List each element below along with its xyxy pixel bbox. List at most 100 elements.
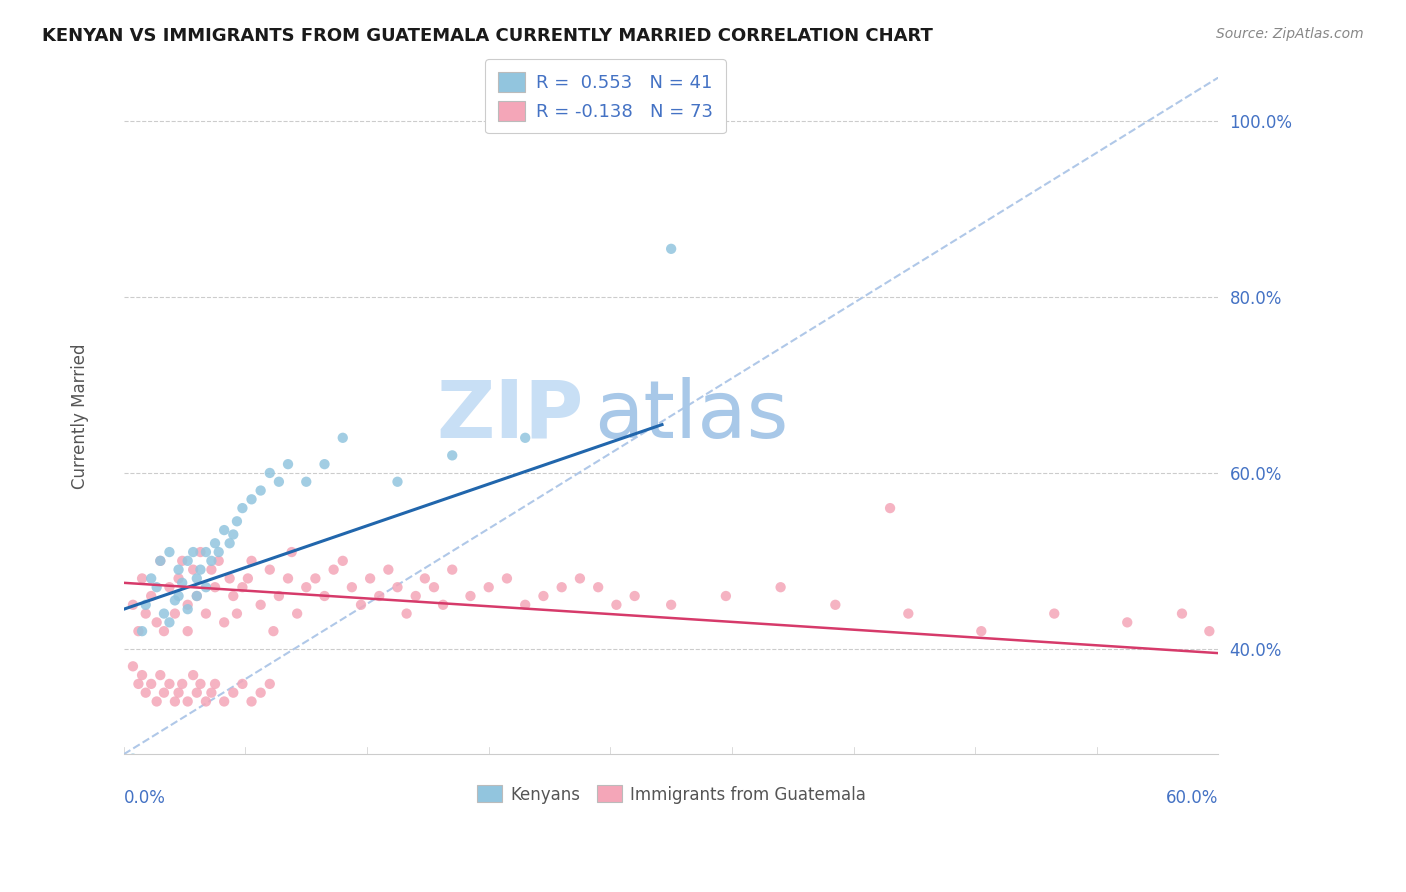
Point [350, 598, 373, 612]
Point [280, 545, 302, 559]
Point [267, 589, 290, 603]
Point [141, 677, 163, 691]
Point [172, 575, 194, 590]
Point [659, 598, 682, 612]
Point [259, 677, 281, 691]
Point [231, 677, 253, 691]
Point [135, 607, 157, 621]
Point [190, 677, 212, 691]
Point [897, 607, 920, 621]
Point [285, 607, 308, 621]
Point [159, 580, 181, 594]
Point [515, 431, 537, 445]
Point [163, 694, 186, 708]
Point [249, 686, 271, 700]
Point [432, 598, 454, 612]
Point [141, 571, 163, 585]
Point [145, 615, 167, 630]
Point [200, 554, 222, 568]
Point [167, 571, 190, 585]
Point [149, 668, 172, 682]
Point [208, 554, 231, 568]
Point [659, 242, 682, 256]
Point [605, 598, 627, 612]
Point [122, 659, 145, 673]
Point [131, 668, 153, 682]
Point [236, 571, 259, 585]
Point [359, 571, 381, 585]
Point [149, 554, 172, 568]
Point [550, 580, 572, 594]
Point [387, 475, 409, 489]
Point [176, 598, 198, 612]
Point [131, 624, 153, 639]
Text: 60.0%: 60.0% [1166, 789, 1219, 807]
Point [135, 686, 157, 700]
Point [515, 598, 537, 612]
Point [212, 615, 235, 630]
Point [159, 615, 181, 630]
Point [212, 523, 235, 537]
Point [423, 580, 446, 594]
Point [194, 694, 217, 708]
Point [304, 571, 326, 585]
Point [586, 580, 609, 594]
Point [267, 475, 290, 489]
Point [259, 563, 281, 577]
Text: KENYAN VS IMMIGRANTS FROM GUATEMALA CURRENTLY MARRIED CORRELATION CHART: KENYAN VS IMMIGRANTS FROM GUATEMALA CURR… [42, 27, 934, 45]
Point [623, 589, 645, 603]
Point [405, 589, 427, 603]
Point [194, 580, 217, 594]
Point [368, 589, 391, 603]
Point [218, 571, 240, 585]
Point [208, 545, 231, 559]
Point [259, 466, 281, 480]
Point [395, 607, 418, 621]
Point [824, 598, 846, 612]
Point [153, 686, 176, 700]
Point [295, 580, 318, 594]
Point [231, 501, 253, 516]
Point [186, 571, 208, 585]
Point [222, 589, 245, 603]
Point [186, 589, 208, 603]
Point [332, 554, 354, 568]
Point [145, 694, 167, 708]
Point [159, 545, 181, 559]
Point [176, 694, 198, 708]
Point [176, 554, 198, 568]
Point [176, 624, 198, 639]
Text: Currently Married: Currently Married [72, 343, 89, 489]
Point [460, 589, 482, 603]
Text: atlas: atlas [595, 376, 789, 455]
Point [190, 563, 212, 577]
Text: Source: ZipAtlas.com: Source: ZipAtlas.com [1216, 27, 1364, 41]
Point [194, 607, 217, 621]
Point [1043, 607, 1066, 621]
Point [167, 563, 190, 577]
Point [387, 580, 409, 594]
Point [249, 483, 271, 498]
Point [153, 624, 176, 639]
Point [970, 624, 993, 639]
Point [204, 677, 226, 691]
Point [322, 563, 344, 577]
Point [332, 431, 354, 445]
Point [200, 563, 222, 577]
Point [231, 580, 253, 594]
Point [204, 536, 226, 550]
Point [218, 536, 240, 550]
Point [153, 607, 176, 621]
Point [769, 580, 792, 594]
Point [377, 563, 399, 577]
Point [122, 598, 145, 612]
Point [413, 571, 436, 585]
Point [122, 751, 145, 765]
Point [568, 571, 591, 585]
Point [879, 501, 901, 516]
Point [163, 607, 186, 621]
Point [441, 563, 464, 577]
Point [533, 589, 555, 603]
Point [190, 545, 212, 559]
Text: 0.0%: 0.0% [124, 789, 166, 807]
